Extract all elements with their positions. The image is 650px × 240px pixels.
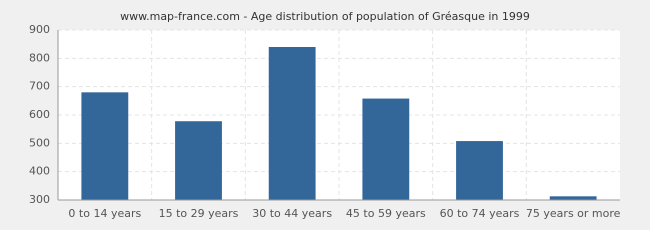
bar [175,121,222,200]
y-tick-label: 500 [29,136,50,149]
y-tick-label: 900 [29,23,50,36]
chart: www.map-france.com - Age distribution of… [0,0,650,230]
x-tick-label: 30 to 44 years [252,207,332,220]
y-tick-label: 400 [29,165,50,178]
x-tick-label: 0 to 14 years [68,207,141,220]
y-tick-label: 600 [29,108,50,121]
bar [456,141,503,200]
y-tick-label: 300 [29,193,50,206]
bar [549,196,597,200]
x-tick-label: 75 years or more [526,207,621,220]
x-tick-label: 15 to 29 years [159,207,239,220]
x-tick-label: 45 to 59 years [346,207,426,220]
bar [362,98,410,200]
bar [81,92,129,200]
bar [268,47,316,200]
y-tick-label: 700 [29,80,50,93]
chart-title: www.map-france.com - Age distribution of… [120,10,530,23]
x-tick-label: 60 to 74 years [440,207,520,220]
y-tick-label: 800 [29,51,50,64]
